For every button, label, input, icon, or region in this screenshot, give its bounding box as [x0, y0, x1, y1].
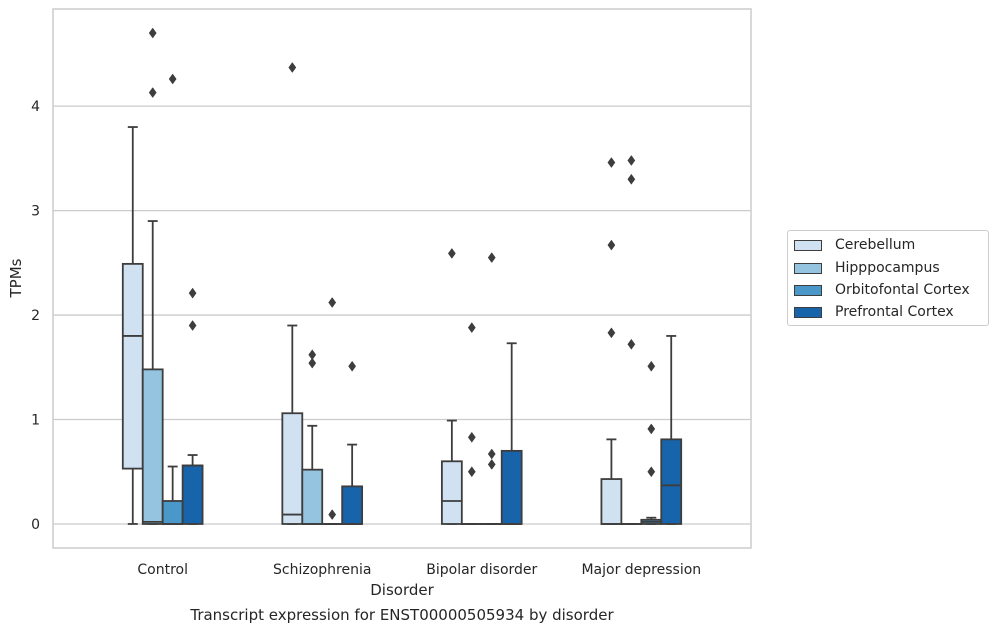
x-tick-labels: Control Schizophrenia Bipolar disorder Majo…: [137, 562, 701, 578]
box-major-depression-orbitofontal-cortex-outlier-0: [647, 466, 656, 478]
x-tick-label-bipolar-disorder: Bipolar disorder: [426, 562, 537, 578]
plot-frame: [52, 8, 752, 549]
box-control-prefrontal-cortex-iqr: [181, 464, 204, 525]
legend-label-prefrontal: Prefrontal Cortex: [835, 304, 954, 320]
box-bipolar-disorder-prefrontal-cortex-iqr: [500, 449, 523, 525]
box-bipolar-disorder-hipppocampus-outlier-2: [467, 322, 476, 334]
y-tick-label-2: 2: [31, 308, 40, 324]
box-schizophrenia-orbitofontal-cortex: [321, 297, 344, 525]
box-control-hipppocampus-outlier-0: [148, 87, 157, 98]
box-control-prefrontal-cortex-outlier-0: [188, 320, 197, 331]
box-schizophrenia-orbitofontal-cortex-outlier-1: [328, 297, 337, 308]
box-control-orbitofontal-cortex-outlier-0: [168, 73, 177, 85]
legend-item-orbitofrontal: Orbitofontal Cortex: [794, 280, 970, 300]
box-schizophrenia-cerebellum: [281, 62, 304, 525]
x-tick-label-major-depression: Major depression: [581, 562, 701, 578]
box-bipolar-disorder-orbitofontal-cortex-outlier-2: [487, 252, 496, 264]
legend-item-hippocampus: Hipppocampus: [794, 258, 940, 278]
box-bipolar-disorder-orbitofontal-cortex: [480, 252, 503, 525]
y-tick-label-0: 0: [31, 517, 40, 533]
box-bipolar-disorder-prefrontal-cortex: [500, 342, 523, 525]
legend-label-orbitofrontal: Orbitofontal Cortex: [835, 282, 970, 298]
box-control-cerebellum: [121, 126, 144, 525]
box-bipolar-disorder-hipppocampus: [460, 322, 483, 525]
y-axis-label: TPMs: [7, 258, 25, 298]
chart-caption: Transcript expression for ENST0000050593…: [190, 606, 614, 624]
box-major-depression-hipppocampus-outlier-1: [627, 173, 636, 185]
box-control-hipppocampus: [141, 27, 164, 525]
box-schizophrenia-prefrontal-cortex-iqr: [341, 485, 364, 525]
box-major-depression-cerebellum-outlier-2: [607, 157, 616, 168]
box-schizophrenia-hipppocampus-iqr: [301, 468, 324, 525]
x-axis-label: Disorder: [370, 581, 434, 599]
y-tick-labels: 0 1 2 3 4: [31, 99, 40, 533]
box-bipolar-disorder-cerebellum: [440, 248, 463, 525]
legend-swatch-cerebellum: [794, 239, 822, 251]
box-control-cerebellum-iqr: [121, 262, 144, 470]
box-major-depression-cerebellum-outlier-0: [607, 327, 616, 339]
box-control-prefrontal-cortex-outlier-1: [188, 287, 197, 299]
box-major-depression-prefrontal-cortex-iqr: [660, 438, 683, 525]
box-schizophrenia-orbitofontal-cortex-outlier-0: [328, 509, 337, 521]
box-major-depression-hipppocampus-outlier-0: [627, 338, 636, 350]
legend-swatch-orbitofrontal: [794, 284, 822, 296]
x-tick-label-schizophrenia: Schizophrenia: [273, 562, 371, 578]
legend-item-cerebellum: Cerebellum: [794, 235, 915, 255]
legend-label-cerebellum: Cerebellum: [835, 237, 916, 253]
legend-swatch-hippocampus: [794, 262, 822, 274]
box-major-depression-orbitofontal-cortex: [640, 360, 663, 525]
box-major-depression-hipppocampus: [620, 155, 643, 525]
y-tick-label-3: 3: [31, 204, 40, 220]
box-major-depression-cerebellum-outlier-1: [607, 239, 616, 251]
box-bipolar-disorder-orbitofontal-cortex-outlier-0: [487, 459, 496, 470]
box-bipolar-disorder-hipppocampus-outlier-0: [467, 466, 476, 478]
box-control-hipppocampus-outlier-1: [148, 27, 157, 39]
box-major-depression-orbitofontal-cortex-outlier-1: [647, 423, 656, 435]
box-control-orbitofontal-cortex: [161, 73, 184, 525]
legend: Cerebellum Hipppocampus Orbitofontal Cor…: [787, 230, 989, 326]
box-major-depression-hipppocampus-outlier-2: [627, 155, 636, 166]
box-schizophrenia-prefrontal-cortex: [341, 360, 364, 525]
box-bipolar-disorder-cerebellum-iqr: [440, 460, 463, 525]
box-control-prefrontal-cortex: [181, 287, 204, 525]
box-schizophrenia-hipppocampus-outlier-1: [308, 349, 317, 361]
box-control-hipppocampus-iqr: [141, 368, 164, 525]
box-major-depression-cerebellum-iqr: [600, 478, 623, 525]
box-schizophrenia-prefrontal-cortex-outlier-0: [348, 360, 357, 372]
x-tick-label-control: Control: [137, 562, 188, 578]
box-major-depression-orbitofontal-cortex-outlier-2: [647, 360, 656, 372]
box-bipolar-disorder-orbitofontal-cortex-outlier-1: [487, 448, 496, 460]
legend-item-prefrontal: Prefrontal Cortex: [794, 302, 954, 322]
box-major-depression-prefrontal-cortex: [660, 335, 683, 525]
box-schizophrenia-cerebellum-outlier-0: [288, 62, 297, 73]
box-major-depression-cerebellum: [600, 157, 623, 525]
y-tick-label-1: 1: [31, 413, 40, 429]
legend-label-hippocampus: Hipppocampus: [835, 260, 940, 276]
box-bipolar-disorder-cerebellum-outlier-0: [447, 248, 456, 259]
box-schizophrenia-cerebellum-iqr: [281, 412, 304, 525]
box-series: [121, 27, 683, 525]
box-schizophrenia-hipppocampus-outlier-0: [308, 357, 317, 369]
box-bipolar-disorder-hipppocampus-outlier-1: [467, 431, 476, 443]
box-schizophrenia-hipppocampus: [301, 349, 324, 525]
box-control-orbitofontal-cortex-iqr: [161, 500, 184, 525]
legend-swatch-prefrontal: [794, 306, 822, 318]
y-tick-label-4: 4: [31, 99, 40, 115]
